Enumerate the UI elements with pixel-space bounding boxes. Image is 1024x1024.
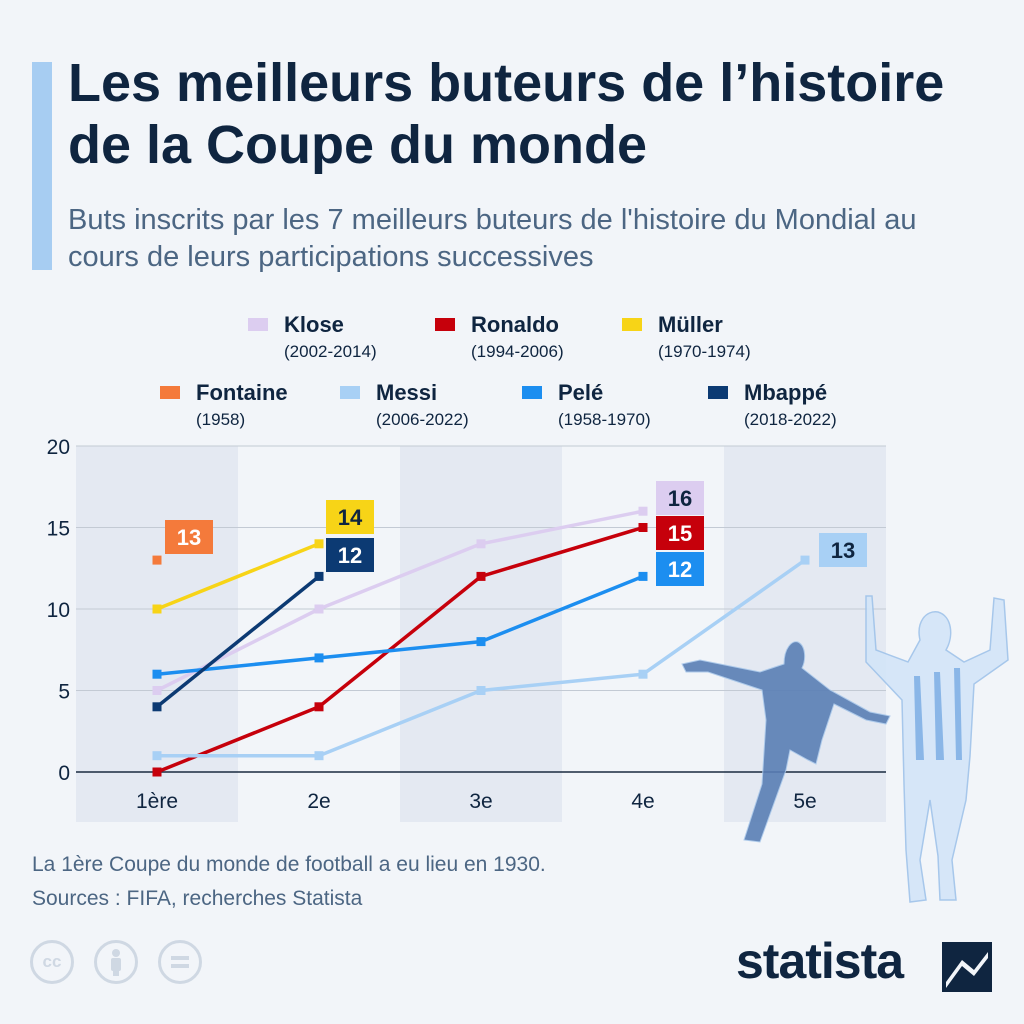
data-point	[152, 686, 162, 695]
data-point	[314, 653, 324, 663]
y-tick-label: 20	[47, 436, 70, 459]
y-tick-label: 15	[47, 518, 70, 541]
attribution-icon[interactable]	[94, 940, 138, 984]
data-label: 14	[338, 505, 363, 530]
legend-label: Klose	[284, 312, 344, 337]
legend-swatch	[622, 318, 642, 331]
legend-label: Mbappé	[744, 380, 828, 405]
data-label: 16	[668, 486, 692, 511]
statista-logo-icon	[942, 942, 992, 992]
data-point	[314, 539, 324, 549]
data-point	[476, 539, 486, 549]
footnote: La 1ère Coupe du monde de football a eu …	[32, 848, 546, 916]
data-point	[152, 702, 162, 712]
series-line	[155, 575, 321, 709]
legend-swatch	[435, 318, 455, 331]
legend-years: (1970-1974)	[658, 342, 751, 361]
data-label: 15	[668, 521, 692, 546]
x-tick-label: 5e	[793, 790, 816, 813]
x-tick-label: 1ère	[136, 790, 178, 813]
y-tick-label: 5	[58, 681, 70, 704]
data-label-box	[656, 481, 704, 515]
legend-swatch	[340, 386, 360, 399]
series-line	[156, 542, 320, 611]
legend-years: (2002-2014)	[284, 342, 377, 361]
series-line	[156, 525, 644, 774]
data-point	[152, 669, 162, 679]
legend-swatch	[248, 318, 268, 331]
category-band	[238, 446, 400, 822]
data-point	[314, 604, 324, 614]
legend-label: Fontaine	[196, 380, 288, 405]
footnote-note: La 1ère Coupe du monde de football a eu …	[32, 853, 546, 876]
data-point	[152, 767, 162, 777]
data-point	[476, 637, 486, 647]
player-celebrating-silhouette	[681, 641, 891, 843]
legend-label: Ronaldo	[471, 312, 559, 337]
data-point	[314, 751, 324, 761]
data-label-box	[656, 516, 704, 550]
x-tick-label: 3e	[469, 790, 492, 813]
data-point	[152, 751, 162, 761]
cc-icon[interactable]: cc	[30, 940, 74, 984]
data-label-box	[326, 538, 374, 572]
data-point	[314, 702, 324, 712]
data-point	[314, 571, 324, 581]
data-point	[638, 571, 648, 581]
chart-subtitle: Buts inscrits par les 7 meilleurs buteur…	[68, 204, 917, 273]
data-point	[476, 686, 486, 695]
data-point	[152, 555, 162, 565]
x-tick-label: 2e	[307, 790, 330, 813]
player-arms-raised-silhouette	[865, 595, 1009, 903]
data-point	[638, 506, 648, 516]
data-label: 13	[177, 525, 201, 550]
category-band	[400, 446, 562, 822]
data-point	[638, 523, 648, 532]
category-band	[724, 446, 886, 822]
data-label-box	[656, 552, 704, 586]
series-line	[156, 574, 644, 676]
data-label-box	[165, 520, 213, 554]
legend-years: (1994-2006)	[471, 342, 564, 361]
data-label: 12	[668, 557, 692, 582]
legend-label: Messi	[376, 380, 438, 405]
statista-wordmark: statista	[736, 933, 904, 989]
data-point	[152, 604, 162, 614]
legend-years: (1958-1970)	[558, 410, 651, 429]
title-accent-bar	[32, 62, 52, 270]
y-tick-label: 0	[58, 762, 70, 785]
chart-title: Les meilleurs buteurs de l’histoire de l…	[68, 53, 945, 175]
data-point	[800, 555, 810, 565]
data-label: 12	[338, 543, 362, 568]
data-label-box	[326, 500, 374, 534]
no-derivatives-icon[interactable]	[158, 940, 202, 984]
legend-years: (2006-2022)	[376, 410, 469, 429]
data-label-box	[819, 533, 867, 567]
series-line	[156, 509, 644, 693]
y-tick-label: 10	[47, 599, 70, 622]
category-band	[76, 446, 238, 822]
legend-label: Müller	[658, 312, 723, 337]
legend-label: Pelé	[558, 380, 604, 405]
data-label: 13	[831, 538, 855, 563]
legend-years: (1958)	[196, 410, 246, 429]
legend-years: (2018-2022)	[744, 410, 837, 429]
x-tick-label: 4e	[631, 790, 654, 813]
legend-swatch	[522, 386, 542, 399]
data-point	[476, 571, 486, 581]
legend-swatch	[160, 386, 180, 399]
legend-swatch	[708, 386, 728, 399]
data-point	[638, 669, 648, 679]
footnote-sources: Sources : FIFA, recherches Statista	[32, 887, 363, 910]
